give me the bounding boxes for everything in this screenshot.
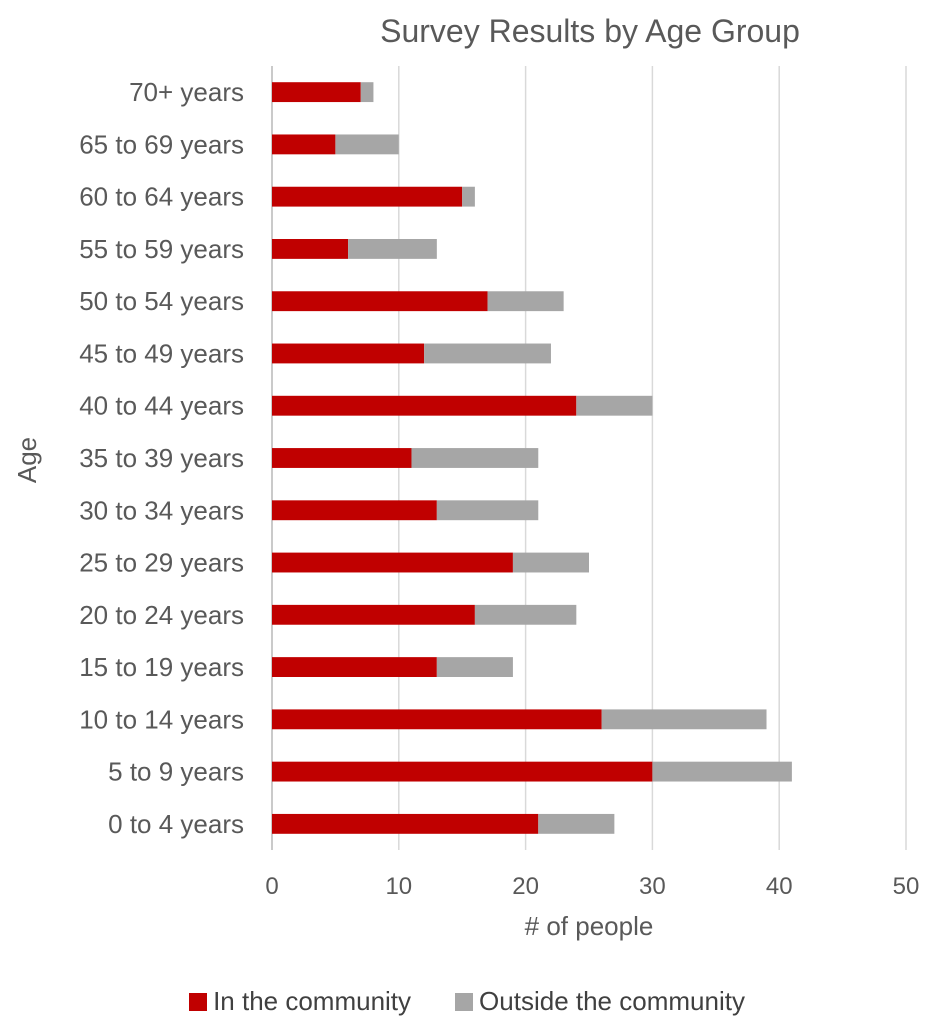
legend-swatch-in-community: [189, 992, 208, 1011]
x-tick-label: 0: [265, 873, 278, 900]
bars: [272, 82, 792, 834]
bar-outside-community: [462, 186, 475, 207]
category-label: 60 to 64 years: [79, 182, 244, 212]
bar-in-community: [272, 186, 463, 207]
bar-in-community: [272, 709, 602, 730]
legend: In the community Outside the community: [0, 986, 934, 1017]
chart: Survey Results by Age Group 70+ years 65 …: [12, 13, 919, 941]
bar-outside-community: [487, 291, 564, 312]
category-label: 25 to 29 years: [79, 548, 244, 578]
category-label: 70+ years: [129, 77, 244, 107]
bar-outside-community: [360, 82, 374, 103]
bar-in-community: [272, 291, 488, 312]
bar-outside-community: [601, 709, 767, 730]
category-label: 30 to 34 years: [79, 495, 244, 525]
x-tick-label: 20: [512, 873, 539, 900]
category-label: 10 to 14 years: [79, 704, 244, 734]
category-label: 65 to 69 years: [79, 129, 244, 159]
legend-label-outside-community: Outside the community: [479, 986, 745, 1016]
y-axis-title: Age: [12, 437, 42, 483]
bar-in-community: [272, 239, 349, 259]
category-label: 35 to 39 years: [79, 443, 244, 473]
bar-outside-community: [474, 604, 577, 625]
bar-outside-community: [652, 761, 792, 782]
bar-in-community: [272, 134, 336, 155]
bar-outside-community: [335, 134, 399, 155]
bar-in-community: [272, 657, 437, 677]
bar-outside-community: [512, 552, 589, 573]
bar-outside-community: [348, 239, 437, 259]
category-label: 5 to 9 years: [108, 757, 244, 787]
category-label: 50 to 54 years: [79, 286, 244, 316]
category-label: 55 to 59 years: [79, 234, 244, 264]
x-axis-title: # of people: [525, 911, 654, 941]
x-tick-label: 30: [639, 873, 666, 900]
bar-outside-community: [436, 500, 539, 521]
category-labels: 70+ years 65 to 69 years 60 to 64 years 55 …: [79, 77, 244, 839]
bar-in-community: [272, 82, 361, 103]
bar-outside-community: [538, 813, 615, 834]
bar-in-community: [272, 448, 412, 468]
category-label: 20 to 24 years: [79, 600, 244, 630]
bar-outside-community: [424, 343, 551, 364]
x-tick-label: 10: [385, 873, 412, 900]
bar-outside-community: [436, 657, 513, 677]
bar-in-community: [272, 343, 425, 364]
legend-swatch-outside-community: [455, 992, 474, 1011]
category-label: 45 to 49 years: [79, 338, 244, 368]
bar-in-community: [272, 761, 653, 782]
category-label: 15 to 19 years: [79, 652, 244, 682]
x-tick-label: 50: [893, 873, 920, 900]
bar-in-community: [272, 604, 475, 625]
legend-item-outside-community: Outside the community: [455, 986, 745, 1017]
x-tick-labels: 0 10 20 30 40 50: [265, 873, 919, 900]
bar-outside-community: [411, 448, 539, 468]
x-tick-label: 40: [766, 873, 793, 900]
bar-in-community: [272, 500, 437, 521]
category-label: 40 to 44 years: [79, 391, 244, 421]
legend-item-in-community: In the community: [189, 986, 411, 1017]
bar-outside-community: [576, 395, 653, 416]
legend-label-in-community: In the community: [213, 986, 412, 1016]
category-label: 0 to 4 years: [108, 809, 244, 839]
bar-in-community: [272, 813, 539, 834]
bar-in-community: [272, 552, 513, 573]
chart-title: Survey Results by Age Group: [380, 13, 800, 49]
bar-in-community: [272, 395, 577, 416]
